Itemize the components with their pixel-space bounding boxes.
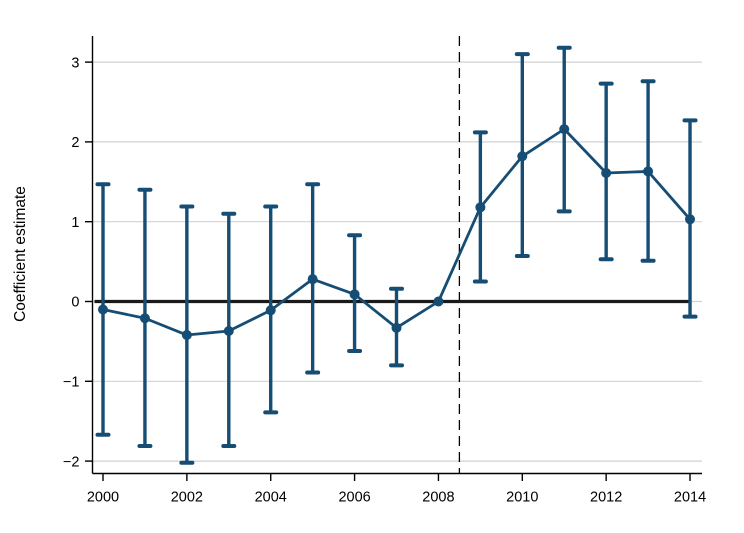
data-points (98, 124, 696, 341)
x-tick-label: 2006 (338, 490, 370, 506)
data-point (98, 304, 108, 315)
data-point (643, 166, 654, 177)
data-point (265, 305, 276, 316)
data-point (433, 296, 444, 307)
x-tick-label: 2002 (171, 490, 203, 506)
y-tick-label: −1 (63, 375, 80, 391)
data-point (685, 214, 696, 225)
data-point (475, 202, 486, 213)
data-point (601, 168, 612, 179)
x-tick-label: 2008 (422, 490, 454, 506)
data-point (349, 289, 360, 300)
x-tick-label: 2000 (87, 490, 119, 506)
y-tick-label: 3 (71, 55, 79, 71)
y-tick-label: 1 (71, 215, 79, 231)
error-bars (95, 45, 698, 465)
y-tick-label: 0 (71, 295, 79, 311)
y-axis-title: Coefficient estimate (12, 186, 29, 322)
y-tick-label: −2 (63, 454, 80, 470)
x-tick-label: 2014 (674, 490, 706, 506)
y-tick-label: 2 (71, 135, 79, 151)
data-point (559, 124, 570, 135)
x-tick-label: 2010 (506, 490, 538, 506)
gridlines (92, 61, 702, 462)
data-point (181, 330, 192, 341)
reference-lines (94, 36, 691, 473)
x-tick-label: 2004 (255, 490, 287, 506)
data-point (391, 322, 402, 333)
data-point (307, 274, 318, 285)
data-point (223, 326, 234, 337)
data-point (139, 313, 150, 324)
data-point (517, 151, 528, 162)
x-tick-label: 2012 (590, 490, 622, 506)
axes: 3 2 1 0 −1 −2 2000 2002 2004 2006 2008 2010 2012 2014 (63, 36, 706, 506)
